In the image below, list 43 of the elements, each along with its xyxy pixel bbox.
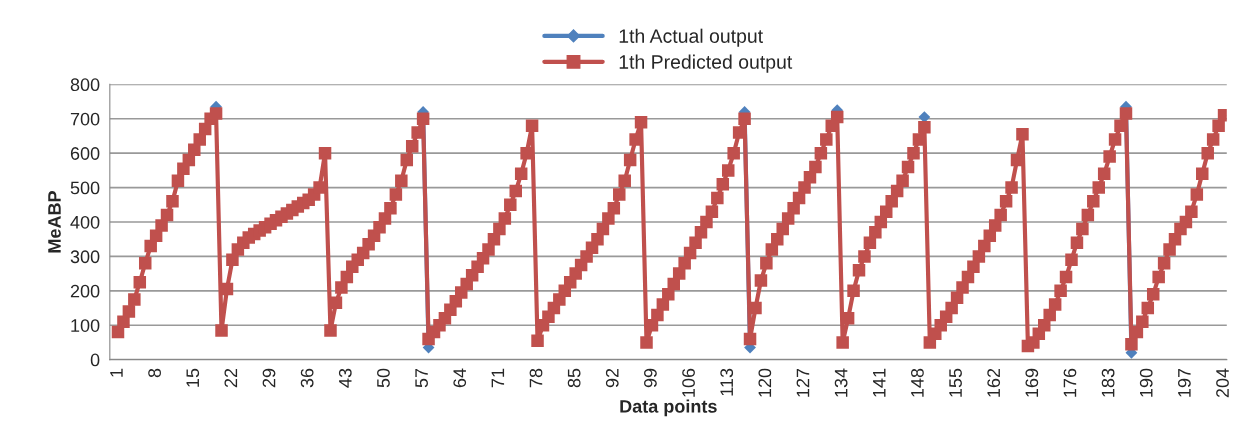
x-tick-label: 197 [1177,368,1191,397]
y-tick-label: 200 [70,284,100,298]
x-tick-label: 204 [1216,368,1229,398]
x-tick-label: 50 [377,368,390,388]
x-tick-label: 162 [987,368,1001,397]
x-tick-label: 183 [1101,368,1115,397]
x-tick-label: 92 [605,368,619,388]
x-tick-label: 85 [567,368,581,388]
x-tick-label: 176 [1063,368,1077,397]
y-axis-title: MeABP [48,191,61,253]
y-tick-label: 300 [70,250,100,264]
x-tick-label: 127 [796,368,810,397]
legend-label: 1th Predicted output [619,54,793,73]
y-tick-label: 400 [70,215,100,229]
x-tick-label: 134 [834,368,848,397]
x-tick-label: 1 [110,368,123,377]
legend-label: 1th Actual output [619,28,763,47]
x-tick-label: 141 [873,368,886,397]
y-tick-label: 600 [70,147,100,160]
x-tick-label: 36 [300,368,314,388]
x-axis-title: Data points [620,399,717,417]
x-tick-label: 113 [720,368,734,396]
x-tick-label: 43 [338,368,352,388]
x-tick-label: 8 [148,368,161,378]
x-tick-label: 15 [186,368,200,387]
x-tick-label: 155 [949,368,962,397]
x-tick-label: 57 [415,368,428,388]
x-tick-label: 148 [911,368,924,397]
x-tick-label: 71 [491,368,505,388]
x-tick-label: 120 [758,368,772,397]
y-tick-label: 700 [70,112,100,126]
x-tick-label: 99 [644,368,657,388]
x-tick-label: 64 [453,368,467,388]
y-tick-label: 100 [71,319,100,332]
y-tick-label: 500 [70,181,100,195]
x-tick-label: 190 [1139,368,1153,397]
x-tick-label: 22 [224,368,238,388]
x-tick-label: 106 [682,368,695,397]
x-tick-label: 29 [262,368,276,388]
y-tick-label: 0 [90,353,100,367]
y-tick-label: 800 [70,78,100,92]
x-tick-label: 169 [1025,368,1039,397]
x-tick-label: 78 [529,368,543,388]
